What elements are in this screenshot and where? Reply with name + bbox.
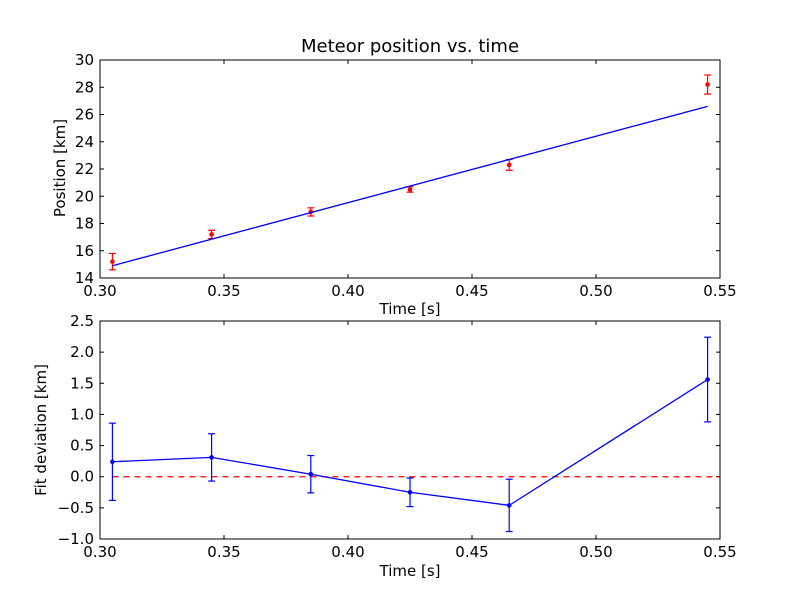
tick-group: 0.30 0.35 0.40 0.45 0.50 0.55 14 16 18 20 22 24 26 28… xyxy=(75,51,737,300)
x-tick-label: 0.45 xyxy=(455,543,488,561)
data-point xyxy=(705,82,710,87)
x-tick-label: 0.30 xyxy=(83,282,116,300)
data-point xyxy=(110,459,115,465)
y-tick-label: 24 xyxy=(75,133,94,151)
y-tick-label: 20 xyxy=(75,187,94,205)
y-axis-label: Position [km] xyxy=(51,119,69,217)
position-plot: Meteor position vs. time Time [s] Positi… xyxy=(51,36,737,318)
y-tick-label: 22 xyxy=(75,160,94,178)
plot-frame xyxy=(99,320,721,540)
x-axis-label: Time [s] xyxy=(379,300,441,318)
data-point xyxy=(506,503,512,508)
y-tick-label: 30 xyxy=(75,51,94,69)
y-tick-label: −0.5 xyxy=(58,499,94,517)
data-marks xyxy=(108,336,720,533)
y-tick-label: 2.0 xyxy=(70,343,94,361)
data-point xyxy=(308,471,314,477)
fit-line xyxy=(112,105,708,267)
y-tick-label: 26 xyxy=(75,106,94,124)
deviation-plot: Time [s] Fit deviation [km] 0.30 0.35 0.40… xyxy=(32,312,737,580)
data-point xyxy=(506,162,512,168)
data-point xyxy=(407,489,413,495)
data-marks xyxy=(108,74,712,271)
y-tick-label: 16 xyxy=(75,242,94,260)
data-point xyxy=(407,187,413,192)
data-point xyxy=(209,455,214,460)
x-tick-label: 0.35 xyxy=(207,543,240,561)
x-axis-label: Time [s] xyxy=(379,562,441,580)
x-tick-label: 0.40 xyxy=(331,543,364,561)
data-point xyxy=(705,377,710,382)
data-point xyxy=(209,232,214,237)
x-tick-label: 0.50 xyxy=(579,282,612,300)
x-tick-label: 0.35 xyxy=(207,282,240,300)
x-tick-label: 0.55 xyxy=(703,282,736,300)
y-tick-label: 28 xyxy=(75,78,94,96)
data-point xyxy=(110,259,115,264)
series-line xyxy=(112,378,708,507)
x-tick-label: 0.30 xyxy=(83,543,116,561)
y-tick-label: 1.5 xyxy=(70,374,94,392)
y-tick-label: −1.0 xyxy=(58,530,94,548)
y-tick-label: 14 xyxy=(75,269,94,287)
y-axis-label: Fit deviation [km] xyxy=(32,364,50,496)
x-tick-label: 0.50 xyxy=(579,543,612,561)
chart-title: Meteor position vs. time xyxy=(301,36,519,57)
y-tick-label: 1.0 xyxy=(70,405,94,423)
plot-frame xyxy=(99,59,721,279)
y-tick-label: 2.5 xyxy=(70,312,94,330)
x-tick-label: 0.45 xyxy=(455,282,488,300)
y-tick-label: 0.5 xyxy=(70,437,94,455)
x-tick-label: 0.55 xyxy=(703,543,736,561)
tick-group: 0.30 0.35 0.40 0.45 0.50 0.55 −1.0 −0.5 0.0 0.5 1.… xyxy=(58,312,737,561)
y-tick-label: 18 xyxy=(75,215,94,233)
y-tick-label: 0.0 xyxy=(70,468,94,486)
x-tick-label: 0.40 xyxy=(331,282,364,300)
